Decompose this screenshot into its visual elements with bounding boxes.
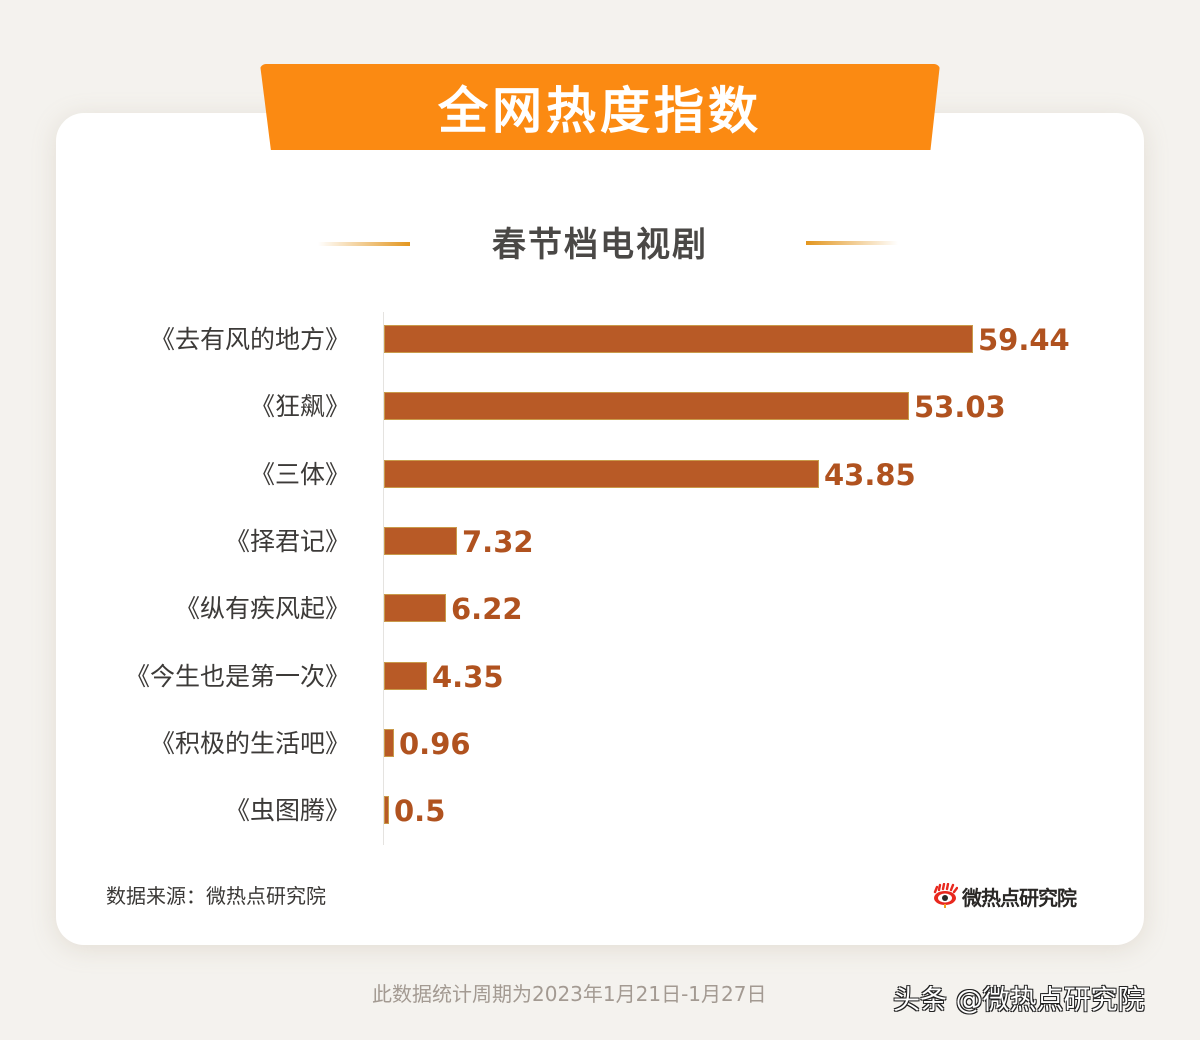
data-source-label: 数据来源：微热点研究院 bbox=[106, 884, 326, 908]
bar-value: 59.44 bbox=[978, 323, 1070, 357]
bar-label: 《纵有疾风起》 bbox=[174, 594, 350, 623]
bar bbox=[384, 460, 819, 488]
bar-label: 《三体》 bbox=[249, 460, 350, 489]
bar-row: 《积极的生活吧》 0.96 bbox=[0, 724, 1200, 764]
bar bbox=[384, 662, 427, 690]
period-footnote: 此数据统计周期为2023年1月21日-1月27日 bbox=[372, 982, 767, 1006]
decorative-line-right bbox=[806, 241, 898, 245]
y-axis-line bbox=[383, 312, 384, 845]
bar-label: 《狂飙》 bbox=[249, 392, 350, 421]
bar-value: 53.03 bbox=[914, 390, 1006, 424]
bar-row: 《虫图腾》 0.5 bbox=[0, 791, 1200, 831]
bar bbox=[384, 729, 394, 757]
bar-label: 《今生也是第一次》 bbox=[124, 662, 350, 691]
bar bbox=[384, 392, 909, 420]
title-banner: 全网热度指数 bbox=[260, 64, 940, 150]
bar-value: 6.22 bbox=[451, 592, 523, 626]
chart-subtitle: 春节档电视剧 bbox=[492, 225, 708, 265]
bar-value: 43.85 bbox=[824, 458, 916, 492]
bar-row: 《狂飙》 53.03 bbox=[0, 387, 1200, 427]
bar-row: 《择君记》 7.32 bbox=[0, 522, 1200, 562]
watermark: 头条 @微热点研究院 bbox=[893, 985, 1145, 1016]
logo-text: 微热点研究院 bbox=[962, 885, 1077, 910]
bar-label: 《去有风的地方》 bbox=[149, 325, 350, 354]
bar bbox=[384, 796, 389, 824]
chart-card bbox=[56, 113, 1144, 945]
brand-logo: 微热点研究院 bbox=[932, 880, 1077, 912]
bar-row: 《纵有疾风起》 6.22 bbox=[0, 589, 1200, 629]
bar bbox=[384, 527, 457, 555]
bar-row: 《三体》 43.85 bbox=[0, 455, 1200, 495]
bar-row: 《去有风的地方》 59.44 bbox=[0, 320, 1200, 360]
bar-label: 《择君记》 bbox=[224, 527, 350, 556]
bar-label: 《积极的生活吧》 bbox=[149, 729, 350, 758]
page-title: 全网热度指数 bbox=[438, 82, 762, 140]
decorative-line-left bbox=[318, 242, 410, 246]
subtitle-row: 春节档电视剧 bbox=[0, 220, 1200, 270]
bar-value: 7.32 bbox=[462, 525, 534, 559]
bar-value: 0.96 bbox=[399, 727, 471, 761]
eye-logo-icon bbox=[932, 882, 959, 909]
bar bbox=[384, 325, 973, 353]
bar-value: 4.35 bbox=[432, 660, 504, 694]
bar-value: 0.5 bbox=[394, 794, 446, 828]
bar-row: 《今生也是第一次》 4.35 bbox=[0, 657, 1200, 697]
bar-label: 《虫图腾》 bbox=[224, 796, 350, 825]
bar bbox=[384, 594, 446, 622]
